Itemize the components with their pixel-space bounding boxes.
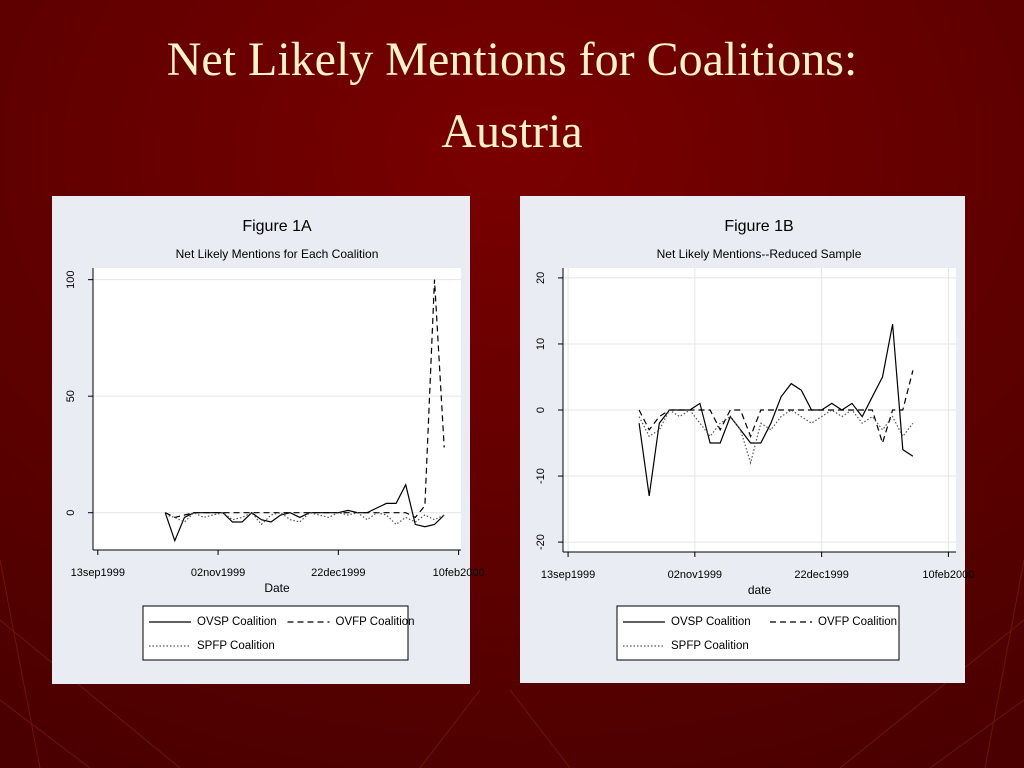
slide-title: Austria xyxy=(441,105,582,158)
y-tick-label: 10 xyxy=(535,338,547,350)
background-pattern xyxy=(0,559,1024,768)
legend-box xyxy=(142,605,409,661)
legend-label: OVFP Coalition xyxy=(336,616,415,628)
y-tick-label: 100 xyxy=(65,270,77,288)
x-tick-label: 22dec1999 xyxy=(794,569,848,581)
legend-label: SPFP Coalition xyxy=(671,640,749,652)
x-tick-label: 22dec1999 xyxy=(311,567,365,579)
data-line xyxy=(164,279,445,519)
chart-title: Figure 1A xyxy=(242,218,312,235)
plot-area xyxy=(93,268,461,550)
chart-title: Figure 1B xyxy=(724,218,793,235)
slide-title: Net Likely Mentions for Coalitions: xyxy=(167,33,858,86)
legend-label: OVSP Coalition xyxy=(671,616,751,628)
y-tick-label: 0 xyxy=(65,510,77,516)
x-tick-label: 10feb2000 xyxy=(922,569,974,581)
chart-subtitle: Net Likely Mentions--Reduced Sample xyxy=(657,247,862,261)
data-line xyxy=(638,323,914,496)
legend-label: OVSP Coalition xyxy=(197,616,277,628)
legend-label: SPFP Coalition xyxy=(197,640,275,652)
x-tick-label: 13sep1999 xyxy=(541,569,595,581)
y-tick-label: 50 xyxy=(65,390,77,402)
y-tick-label: 0 xyxy=(535,407,547,413)
x-tick-label: 10feb2000 xyxy=(433,567,485,579)
chart-subtitle: Net Likely Mentions for Each Coalition xyxy=(176,247,379,261)
x-tick-label: 13sep1999 xyxy=(71,567,125,579)
x-tick-label: 02nov1999 xyxy=(191,567,245,579)
x-tick-label: 02nov1999 xyxy=(668,569,722,581)
data-line xyxy=(165,511,445,526)
y-tick-label: 20 xyxy=(535,272,547,284)
y-tick-label: -20 xyxy=(535,534,547,550)
data-line xyxy=(638,409,914,466)
x-axis-label: Date xyxy=(264,581,290,595)
x-axis-label: date xyxy=(748,583,772,597)
legend-label: OVFP Coalition xyxy=(818,616,897,628)
legend-box xyxy=(616,605,900,661)
y-tick-label: -10 xyxy=(535,468,547,484)
data-line xyxy=(164,482,445,543)
